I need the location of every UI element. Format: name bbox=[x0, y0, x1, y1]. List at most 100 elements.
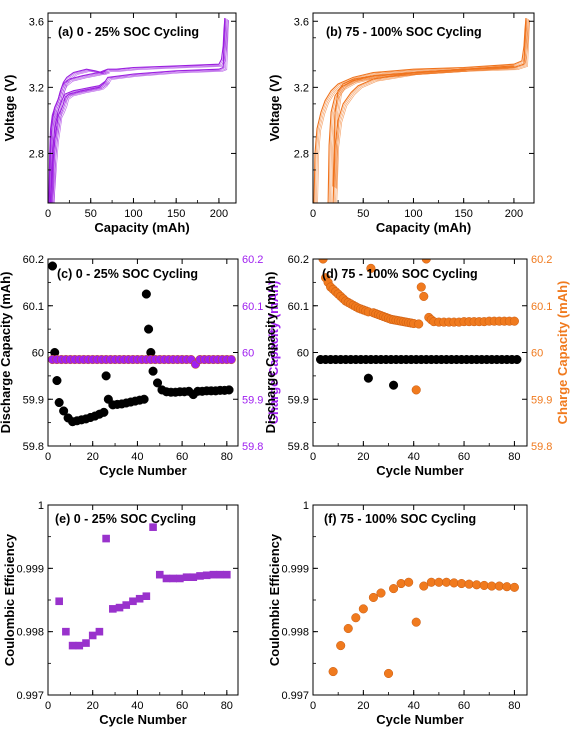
x-tick-label: 50 bbox=[85, 208, 97, 220]
y-tick-label: 59.8 bbox=[23, 441, 44, 453]
data-point bbox=[59, 406, 69, 416]
data-point bbox=[135, 594, 144, 603]
data-point bbox=[115, 603, 124, 612]
series-line bbox=[48, 68, 107, 203]
data-point bbox=[494, 581, 504, 591]
series-line bbox=[51, 19, 228, 203]
y-tick-label: 1 bbox=[303, 500, 309, 512]
data-point bbox=[226, 354, 236, 365]
series-line bbox=[332, 65, 514, 203]
data-point bbox=[55, 597, 63, 606]
x-tick-label: 0 bbox=[310, 700, 316, 712]
x-tick-label: 200 bbox=[210, 208, 228, 220]
y-tick-label: 59.9 bbox=[23, 394, 44, 406]
x-tick-label: 80 bbox=[508, 451, 520, 463]
x-tick-label: 20 bbox=[87, 700, 99, 712]
series-line bbox=[49, 18, 227, 203]
data-point bbox=[62, 627, 70, 636]
x-tick-label: 20 bbox=[357, 700, 369, 712]
data-point bbox=[88, 631, 97, 640]
data-point bbox=[416, 282, 426, 292]
x-tick-label: 40 bbox=[408, 451, 420, 463]
x-tick-label: 80 bbox=[508, 700, 520, 712]
y-right-tick-label: 60 bbox=[242, 348, 254, 360]
x-tick-label: 60 bbox=[176, 700, 188, 712]
y-right-tick-label: 60.2 bbox=[531, 254, 552, 266]
x-tick-label: 60 bbox=[458, 700, 470, 712]
data-point bbox=[376, 588, 386, 598]
y-right-axis-label: Charge Capacity (mAh) bbox=[266, 281, 281, 425]
data-point bbox=[129, 597, 137, 606]
y-right-tick-label: 60.1 bbox=[531, 301, 552, 313]
data-point bbox=[109, 605, 117, 613]
series-line bbox=[51, 81, 108, 203]
x-tick-label: 50 bbox=[357, 208, 369, 220]
y-tick-label: 60.1 bbox=[23, 301, 44, 313]
y-tick-label: 2.8 bbox=[29, 148, 44, 160]
panel-title: (b) 75 - 100% SOC Cycling bbox=[326, 25, 482, 39]
series-line bbox=[317, 20, 530, 203]
x-tick-label: 0 bbox=[45, 208, 51, 220]
data-point bbox=[144, 324, 154, 334]
y-axis-label: Discharge Capacity (mAh) bbox=[0, 272, 13, 434]
y-tick-label: 60 bbox=[32, 348, 44, 360]
y-tick-label: 3.6 bbox=[294, 16, 309, 28]
series-line bbox=[331, 20, 530, 203]
data-point bbox=[101, 371, 111, 381]
data-point bbox=[472, 580, 482, 590]
y-right-tick-label: 59.8 bbox=[531, 441, 552, 453]
series-line bbox=[316, 19, 529, 203]
data-point bbox=[419, 581, 429, 591]
data-point bbox=[209, 570, 218, 579]
y-tick-label: 60.2 bbox=[288, 254, 309, 266]
data-point bbox=[223, 570, 231, 579]
y-right-axis-label: Charge Capacity (mAh) bbox=[555, 281, 570, 425]
x-tick-label: 150 bbox=[455, 208, 473, 220]
series-line bbox=[51, 18, 227, 203]
y-axis-label: Coulombic Efficiency bbox=[2, 533, 17, 666]
y-axis-label: Discharge Capacity (mAh) bbox=[263, 272, 278, 434]
plot-frame bbox=[312, 12, 535, 204]
x-tick-label: 80 bbox=[221, 700, 233, 712]
chart-panel-e: 0 20 40 60 80 0.997 0.998 0.999 1 Cycle Number Cou… bbox=[2, 500, 239, 727]
series-line bbox=[52, 19, 228, 203]
series-line bbox=[335, 67, 517, 203]
data-point bbox=[414, 319, 424, 329]
series-line bbox=[336, 71, 468, 189]
y-tick-label: 3.6 bbox=[29, 16, 44, 28]
data-point bbox=[318, 259, 328, 264]
y-right-tick-label: 59.8 bbox=[242, 441, 263, 453]
x-tick-label: 200 bbox=[505, 208, 523, 220]
series-line bbox=[335, 70, 467, 188]
data-point bbox=[449, 578, 459, 588]
data-point bbox=[383, 668, 394, 679]
x-tick-label: 0 bbox=[310, 451, 316, 463]
data-point bbox=[512, 354, 522, 365]
plot-area-e bbox=[55, 523, 231, 650]
x-tick-label: 100 bbox=[404, 208, 422, 220]
series-line bbox=[53, 82, 110, 203]
y-tick-label: 0.998 bbox=[281, 627, 309, 639]
series-line bbox=[51, 70, 109, 203]
x-tick-label: 0 bbox=[45, 451, 51, 463]
y-axis-label: Voltage (V) bbox=[2, 75, 17, 142]
x-tick-label: 60 bbox=[458, 451, 470, 463]
y-tick-label: 0.998 bbox=[16, 627, 44, 639]
y-tick-label: 1 bbox=[38, 500, 44, 512]
x-tick-label: 40 bbox=[408, 700, 420, 712]
plot-area-b bbox=[313, 17, 530, 203]
data-point bbox=[366, 263, 376, 273]
data-point bbox=[396, 578, 406, 589]
data-point bbox=[389, 380, 399, 390]
x-axis-label: Cycle Number bbox=[99, 463, 186, 478]
series-line bbox=[50, 80, 107, 203]
data-point bbox=[343, 623, 353, 634]
x-axis-label: Cycle Number bbox=[376, 712, 463, 727]
series-line bbox=[52, 81, 109, 203]
data-point bbox=[139, 394, 149, 404]
y-tick-label: 60.1 bbox=[288, 301, 309, 313]
x-axis-label: Cycle Number bbox=[376, 463, 463, 478]
series-line bbox=[334, 66, 516, 203]
data-point bbox=[68, 641, 77, 650]
chart-panel-f: 0 20 40 60 80 0.997 0.998 0.999 1 Cycle Number Cou… bbox=[267, 500, 528, 727]
